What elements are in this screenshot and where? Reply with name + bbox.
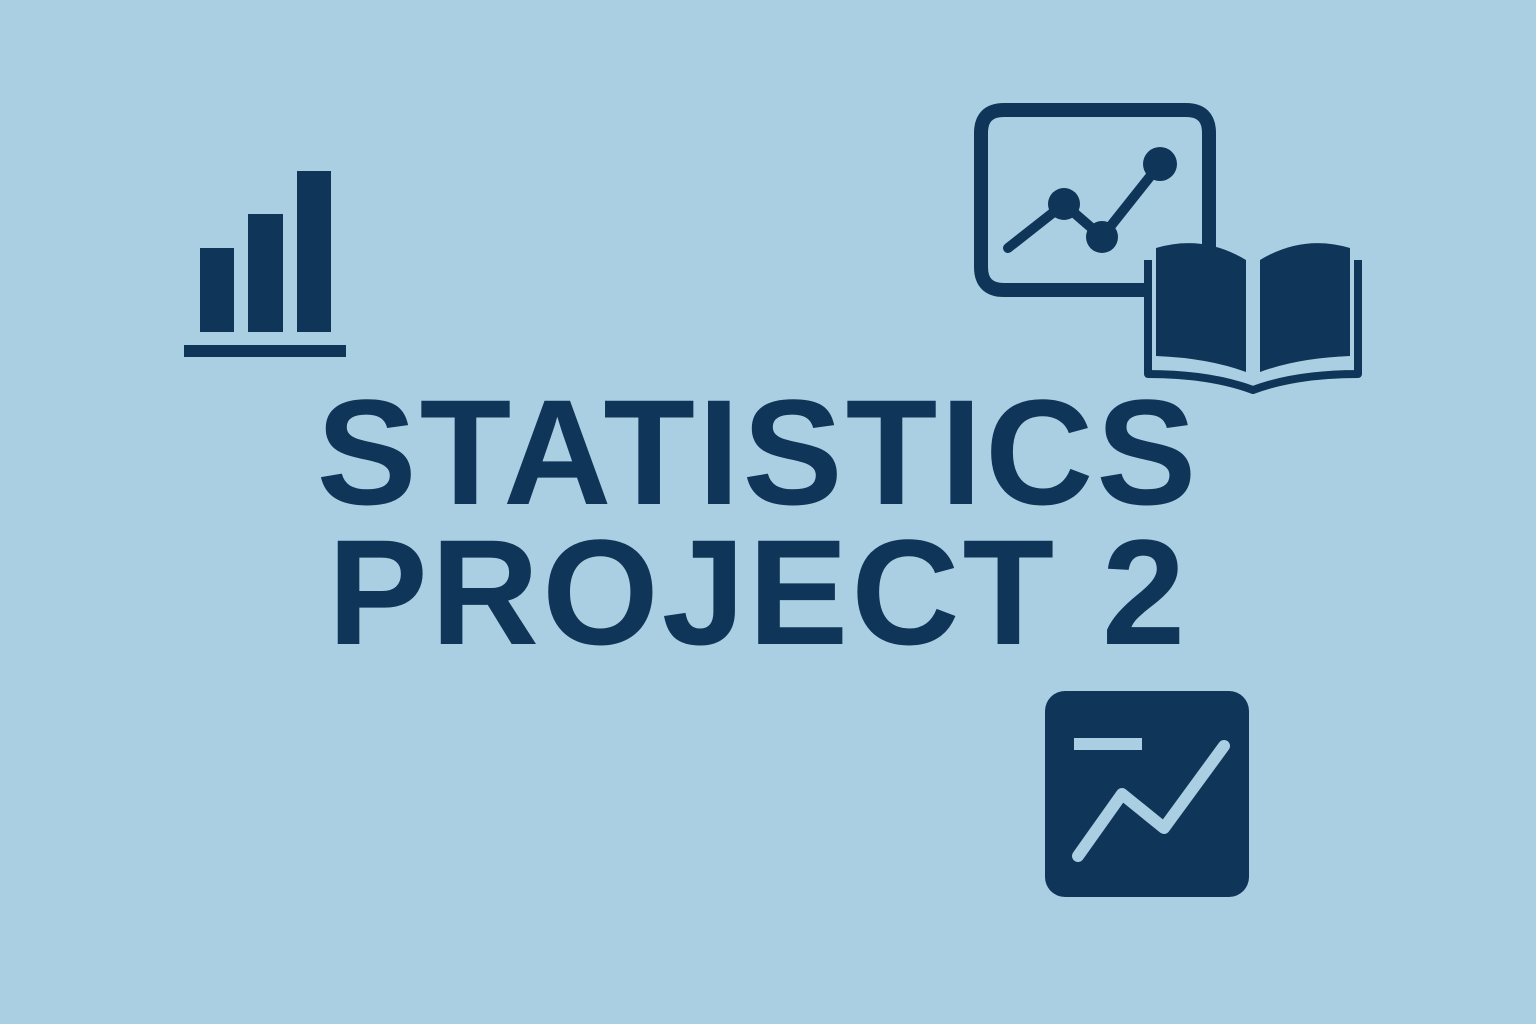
page-title: STATISTICS PROJECT 2 — [0, 368, 1516, 676]
title-line-2: PROJECT 2 — [327, 508, 1189, 676]
open-book-icon — [1144, 243, 1362, 394]
title-line-1: STATISTICS — [316, 368, 1200, 536]
bar-chart-icon — [184, 171, 346, 357]
trend-card-icon — [1045, 691, 1249, 897]
line-chart-board-icon — [974, 103, 1216, 297]
